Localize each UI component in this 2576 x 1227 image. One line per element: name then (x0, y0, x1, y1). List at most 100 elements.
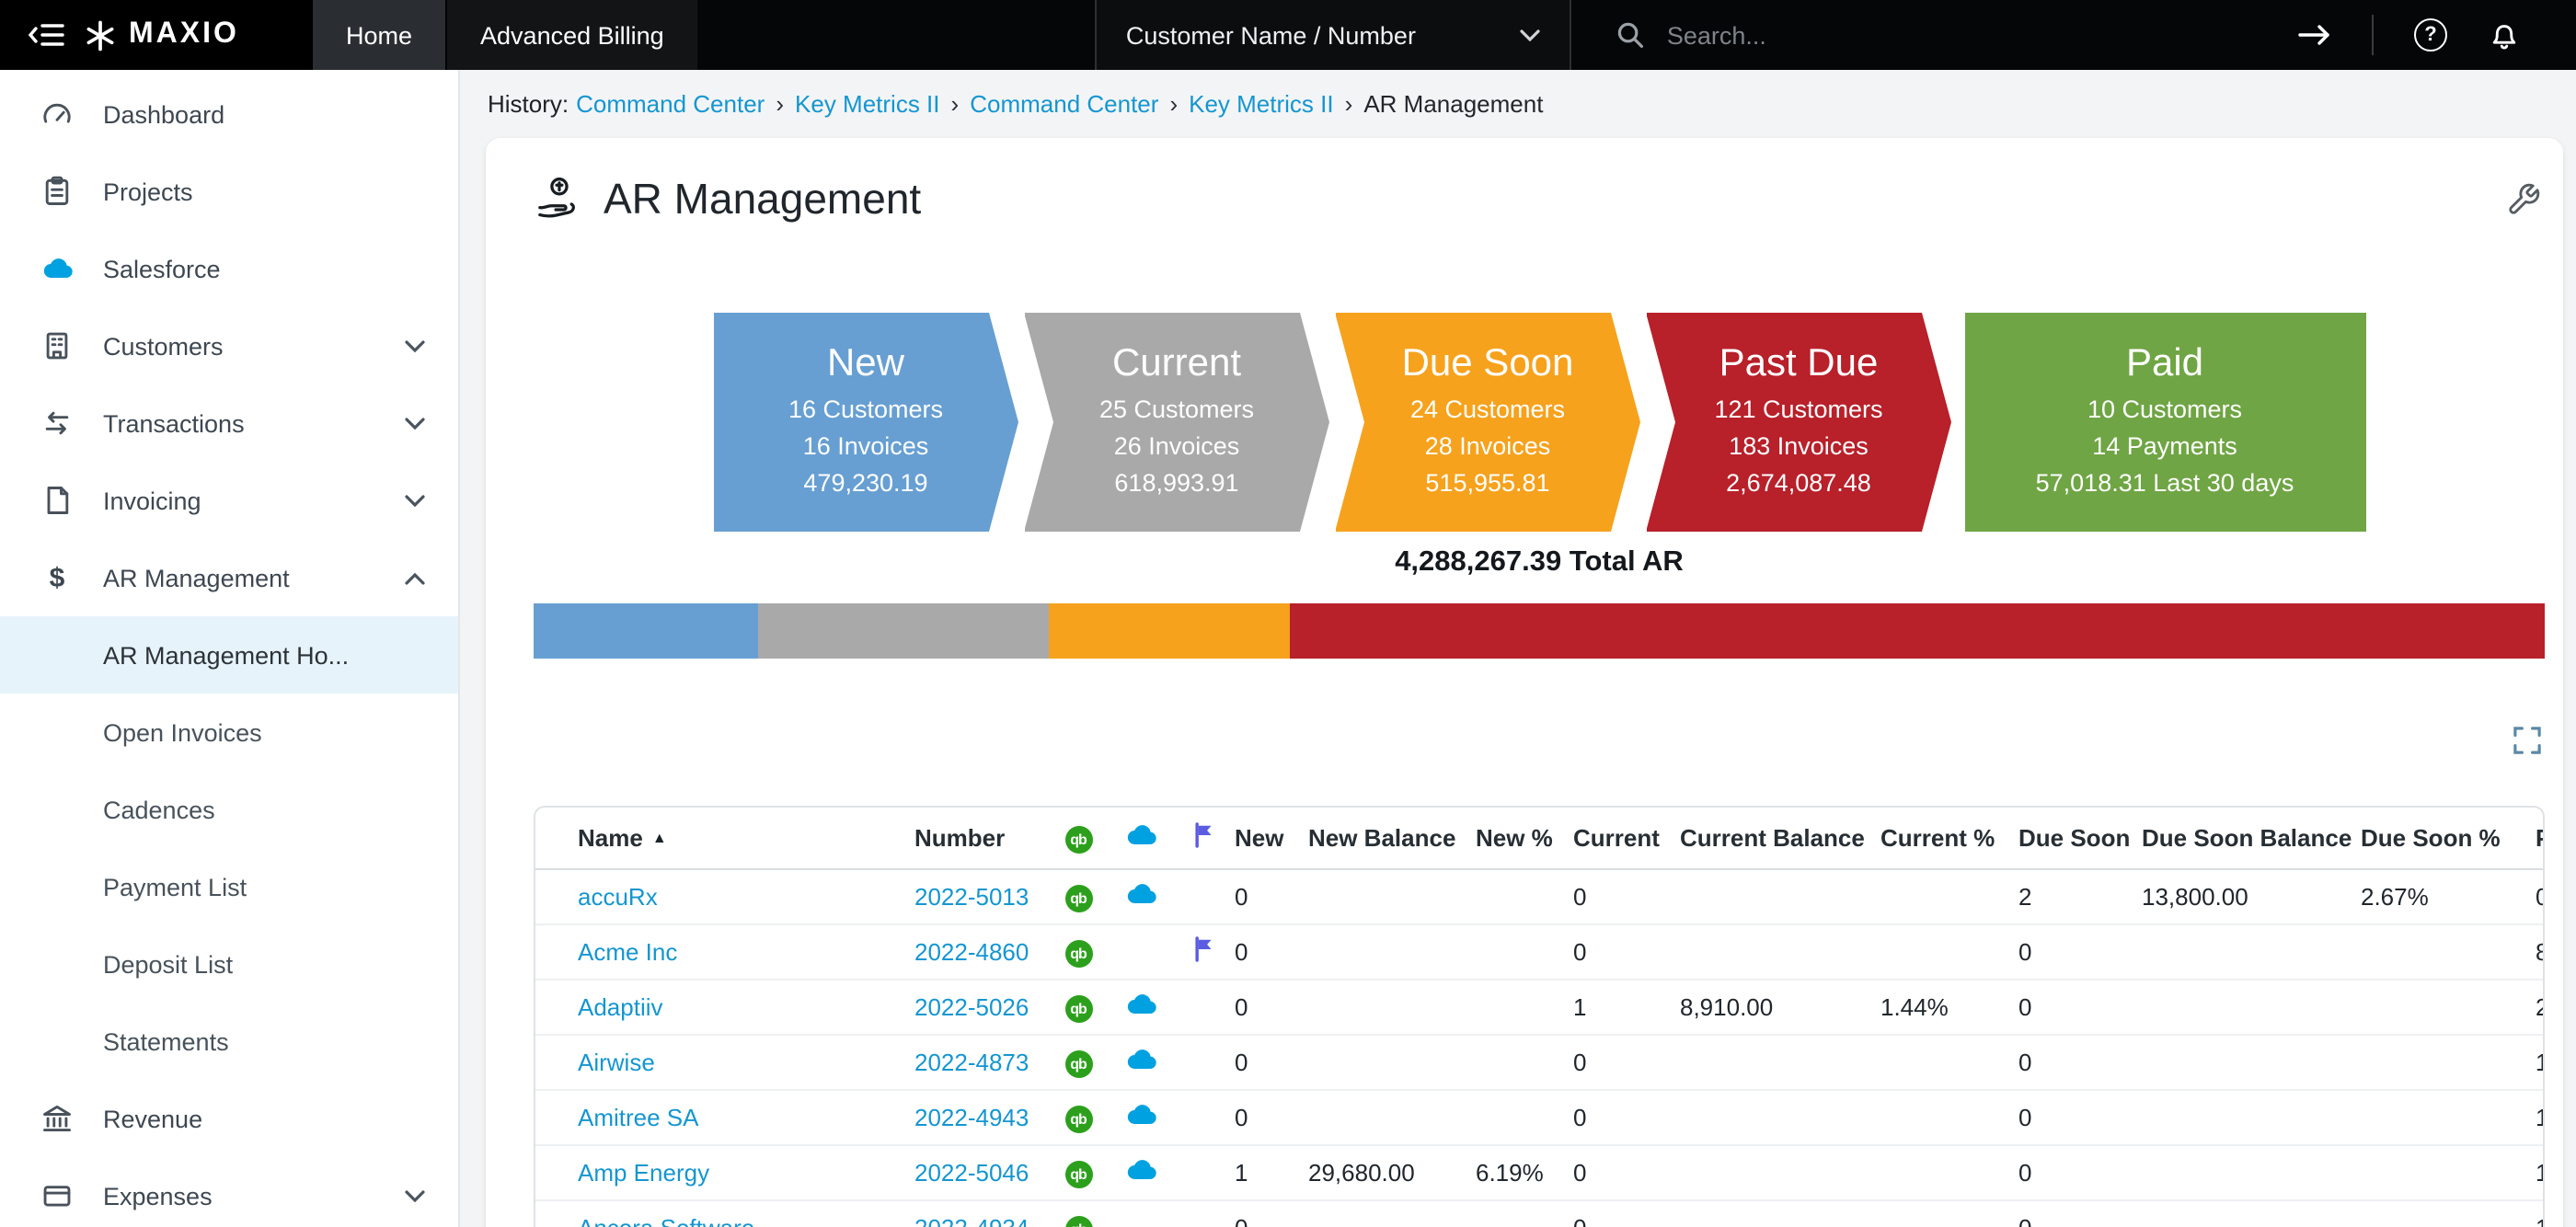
customer-name-link[interactable]: accuRx (578, 883, 658, 911)
table-row[interactable]: Airwise 2022-4873 qb 0 0 0 1 (535, 1035, 2543, 1091)
funnel-stage-new[interactable]: New 16 Customers 16 Invoices 479,230.19 (713, 313, 1018, 532)
customer-selector-dropdown[interactable]: Customer Name / Number (1094, 0, 1571, 70)
expenses-icon (40, 1179, 74, 1212)
customer-name-link[interactable]: Acme Inc (578, 938, 678, 966)
search-input[interactable] (1662, 19, 2076, 51)
customers-table-panel: Name ▲ Number qb New New Balance New % Current C… (534, 806, 2545, 1227)
sidebar-item-dashboard[interactable]: Dashboard (0, 75, 458, 153)
quickbooks-icon: qb (1064, 885, 1092, 912)
customer-name-link[interactable]: Airwise (578, 1049, 655, 1076)
sidebar-item-revenue[interactable]: Revenue (0, 1080, 458, 1157)
cell-due_soon: 2 (2018, 869, 2142, 925)
breadcrumb-link-command-center[interactable]: Command Center (576, 90, 765, 118)
column-header-flag-icon[interactable] (1172, 808, 1235, 870)
breadcrumb-link-command-center[interactable]: Command Center (970, 90, 1159, 118)
chevron-up-icon (405, 571, 425, 584)
column-header-due-soon-balance[interactable]: Due Soon Balance (2142, 808, 2361, 870)
column-header-past-due[interactable]: Past Due (2536, 808, 2543, 870)
sidebar-item-expenses[interactable]: Expenses (0, 1157, 458, 1227)
ar-management-card: AR Management New 16 Customers 16 Invoic… (486, 138, 2563, 1227)
column-header-name[interactable]: Name ▲ (535, 808, 914, 870)
customer-name-link[interactable]: Ancora Software (578, 1214, 754, 1227)
notifications-bell-icon[interactable] (2488, 17, 2521, 52)
search-icon (1616, 20, 1645, 50)
customer-name-link[interactable]: Amitree SA (578, 1104, 699, 1131)
topbar-left: MAXIO (0, 0, 311, 70)
breadcrumb-link-key-metrics-ii[interactable]: Key Metrics II (795, 90, 940, 118)
column-header-current[interactable]: Current % (1880, 808, 2018, 870)
sidebar-item-transactions[interactable]: Transactions (0, 384, 458, 462)
table-row[interactable]: Amitree SA 2022-4943 qb 0 0 0 1 (535, 1090, 2543, 1146)
column-header-new[interactable]: New (1235, 808, 1308, 870)
column-header-number[interactable]: Number (914, 808, 1047, 870)
logo-text: MAXIO (129, 18, 239, 50)
table-row[interactable]: Acme Inc 2022-4860 qb 0 0 0 8 (535, 924, 2543, 980)
sidebar-subitem-statements[interactable]: Statements (103, 1027, 229, 1055)
column-header-current[interactable]: Current (1573, 808, 1680, 870)
sidebar-item-invoicing[interactable]: Invoicing (0, 462, 458, 539)
column-header-salesforce-icon[interactable] (1110, 808, 1172, 870)
column-header-current-balance[interactable]: Current Balance (1680, 808, 1880, 870)
cell-current: 0 (1573, 924, 1680, 980)
salesforce-icon (1122, 1102, 1159, 1128)
sidebar-subitem-ar-management-ho[interactable]: AR Management Ho... (0, 616, 458, 694)
settings-wrench-icon[interactable] (2506, 182, 2541, 217)
column-header-new-balance[interactable]: New Balance (1308, 808, 1476, 870)
breadcrumb-current: AR Management (1363, 90, 1544, 118)
column-header-new[interactable]: New % (1476, 808, 1573, 870)
sidebar-subitem-open-invoices[interactable]: Open Invoices (103, 718, 262, 746)
projects-icon (40, 175, 74, 208)
funnel-stage-current[interactable]: Current 25 Customers 26 Invoices 618,993… (1024, 313, 1329, 532)
cell-current: 0 (1573, 1090, 1680, 1146)
page-title: AR Management (604, 175, 922, 223)
salesforce-nav-icon (39, 256, 75, 281)
invoice-number-link[interactable]: 2022-4943 (914, 1104, 1029, 1131)
sidebar-subitem-cadences[interactable]: Cadences (103, 796, 215, 823)
tab-home[interactable]: Home (311, 0, 446, 70)
cell-past_due: 1 (2536, 1145, 2543, 1201)
cell-new_balance (1308, 924, 1476, 980)
column-header-quickbooks-icon[interactable]: qb (1047, 808, 1110, 870)
funnel-stage-past-due[interactable]: Past Due 121 Customers 183 Invoices 2,67… (1646, 313, 1951, 532)
cell-new_pct (1476, 980, 1573, 1036)
funnel-stage-paid[interactable]: Paid 10 Customers 14 Payments 57,018.31 … (1964, 313, 2365, 532)
help-icon[interactable]: ? (2414, 18, 2447, 52)
sidebar-subitem-payment-list[interactable]: Payment List (103, 873, 247, 900)
tab-advanced-billing[interactable]: Advanced Billing (445, 0, 697, 70)
invoice-number-link[interactable]: 2022-5046 (914, 1159, 1029, 1187)
column-header-due-soon[interactable]: Due Soon % (2361, 808, 2536, 870)
sidebar-item-ar-management[interactable]: $ AR Management (0, 539, 458, 616)
sidebar-collapse-icon[interactable] (28, 22, 64, 48)
dashboard-icon (40, 97, 74, 131)
invoice-number-link[interactable]: 2022-5026 (914, 993, 1029, 1021)
cell-due_soon_balance (2142, 1200, 2361, 1227)
sidebar-subitem-deposit-list[interactable]: Deposit List (103, 950, 234, 978)
invoice-number-link[interactable]: 2022-4934 (914, 1214, 1029, 1227)
expand-fullscreen-icon[interactable] (2513, 727, 2541, 754)
sidebar-item-projects[interactable]: Projects (0, 153, 458, 230)
funnel-stage-due-soon[interactable]: Due Soon 24 Customers 28 Invoices 515,95… (1335, 313, 1640, 532)
breadcrumb: History: Command Center › Key Metrics II › Co… (488, 90, 2547, 118)
column-header-due-soon[interactable]: Due Soon (2018, 808, 2142, 870)
cell-past_due: 0 (2536, 869, 2543, 925)
table-toolbar (534, 727, 2545, 754)
invoice-number-link[interactable]: 2022-5013 (914, 883, 1029, 911)
table-row[interactable]: Ancora Software 2022-4934 qb 0 0 0 1 (535, 1200, 2543, 1227)
breadcrumb-link-key-metrics-ii[interactable]: Key Metrics II (1189, 90, 1334, 118)
customer-name-link[interactable]: Adaptiiv (578, 993, 663, 1021)
cell-due_soon_balance (2142, 1090, 2361, 1146)
sidebar-item-customers[interactable]: Customers (0, 307, 458, 384)
breadcrumb-separator: › (1169, 90, 1179, 118)
cell-new_balance: 29,680.00 (1308, 1145, 1476, 1201)
invoice-number-link[interactable]: 2022-4860 (914, 938, 1029, 966)
cell-current: 0 (1573, 1035, 1680, 1091)
customer-name-link[interactable]: Amp Energy (578, 1159, 710, 1187)
sidebar-item-salesforce[interactable]: Salesforce (0, 230, 458, 307)
invoice-number-link[interactable]: 2022-4873 (914, 1049, 1029, 1076)
submit-search-arrow-icon[interactable] (2298, 24, 2331, 46)
cell-new: 1 (1235, 1145, 1308, 1201)
transactions-icon (40, 407, 74, 440)
